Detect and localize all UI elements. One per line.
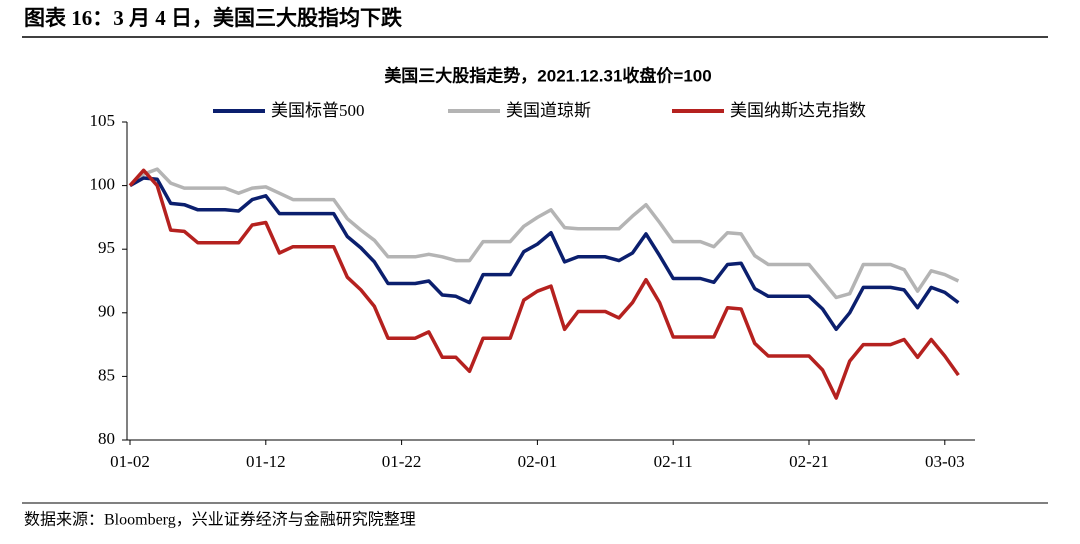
x-tick-label: 02-01 — [518, 452, 558, 471]
y-tick-label: 85 — [98, 365, 115, 384]
series-line — [128, 167, 960, 300]
x-tick-label: 02-11 — [654, 452, 693, 471]
legend-label: 美国道琼斯 — [506, 101, 591, 120]
y-tick-label: 100 — [90, 175, 116, 194]
y-tick-label: 90 — [98, 302, 115, 321]
x-tick-label: 01-02 — [110, 452, 150, 471]
y-tick-label: 80 — [98, 429, 115, 448]
source-note: 数据来源：Bloomberg，兴业证券经济与金融研究院整理 — [24, 511, 416, 529]
legend-label: 美国纳斯达克指数 — [730, 101, 866, 120]
x-tick-label: 03-03 — [925, 452, 965, 471]
chart-title: 美国三大股指走势，2021.12.31收盘价=100 — [384, 65, 711, 85]
legend-label: 美国标普500 — [271, 101, 365, 120]
x-tick-label: 01-22 — [382, 452, 422, 471]
figure-title: 图表 16：3 月 4 日，美国三大股指均下跌 — [24, 6, 403, 30]
x-tick-label: 02-21 — [789, 452, 829, 471]
y-tick-label: 105 — [90, 111, 116, 130]
series-line — [129, 176, 960, 332]
y-tick-label: 95 — [98, 238, 115, 257]
x-tick-label: 01-12 — [246, 452, 286, 471]
series-line — [128, 168, 960, 400]
